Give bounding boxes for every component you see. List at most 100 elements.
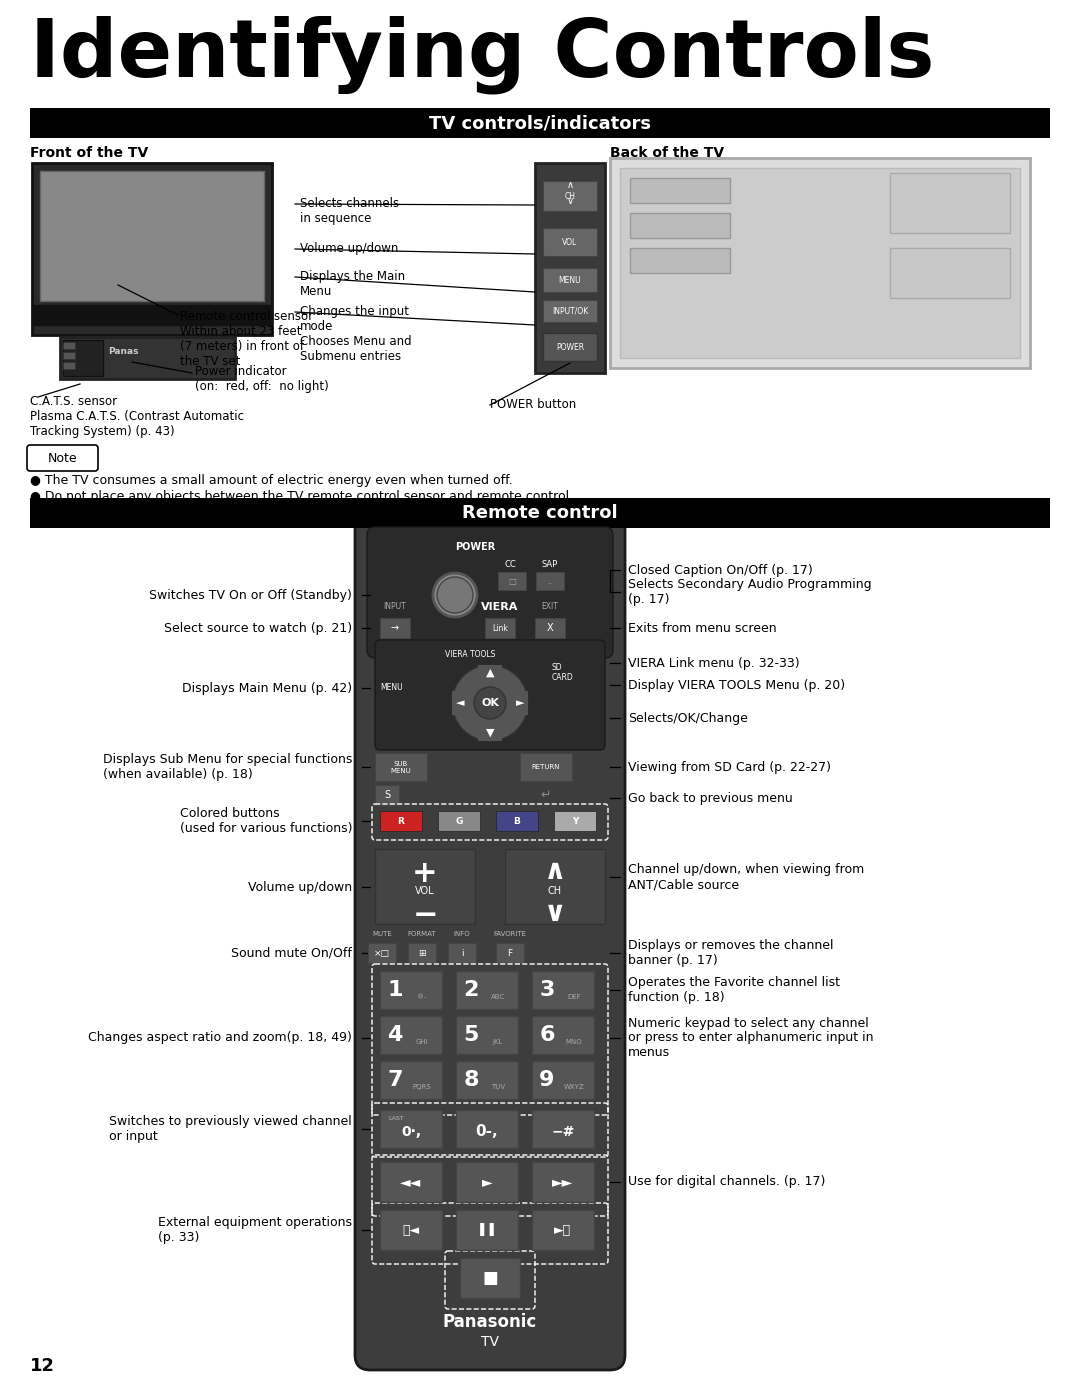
Text: Changes the input
mode
Chooses Menu and
Submenu entries: Changes the input mode Chooses Menu and … bbox=[300, 305, 411, 364]
Bar bbox=[532, 1110, 594, 1148]
Text: CH: CH bbox=[565, 192, 576, 200]
Bar bbox=[438, 811, 480, 831]
Text: X: X bbox=[546, 623, 553, 633]
Text: S: S bbox=[383, 790, 390, 799]
Bar bbox=[519, 754, 572, 781]
FancyBboxPatch shape bbox=[27, 446, 98, 471]
Text: 9: 9 bbox=[539, 1070, 555, 1090]
Bar bbox=[543, 180, 597, 211]
Bar bbox=[610, 158, 1030, 368]
Circle shape bbox=[160, 314, 162, 316]
Text: OK: OK bbox=[481, 698, 499, 708]
Text: Colored buttons
(used for various functions): Colored buttons (used for various functi… bbox=[179, 806, 352, 836]
Text: Selects/OK/Change: Selects/OK/Change bbox=[627, 712, 747, 725]
Bar bbox=[543, 300, 597, 322]
Bar bbox=[543, 228, 597, 255]
Circle shape bbox=[141, 314, 145, 316]
Text: Displays or removes the channel
banner (p. 17): Displays or removes the channel banner (… bbox=[627, 940, 834, 967]
Text: 0-,: 0-, bbox=[475, 1124, 498, 1140]
Text: ∧: ∧ bbox=[543, 856, 566, 886]
Bar bbox=[380, 1016, 442, 1053]
Circle shape bbox=[165, 314, 168, 316]
Text: 3: 3 bbox=[539, 980, 555, 999]
Bar bbox=[543, 268, 597, 291]
Text: →: → bbox=[391, 623, 400, 633]
Bar bbox=[33, 305, 270, 325]
Text: Back of the TV: Back of the TV bbox=[610, 146, 724, 160]
Bar bbox=[60, 337, 235, 379]
Text: SUB
MENU: SUB MENU bbox=[391, 761, 411, 773]
Text: G: G bbox=[456, 816, 462, 826]
Text: Y: Y bbox=[571, 816, 578, 826]
Bar bbox=[30, 108, 1050, 137]
Text: R: R bbox=[397, 816, 404, 826]
Text: i: i bbox=[461, 948, 463, 958]
Text: TUV: TUV bbox=[491, 1084, 505, 1090]
Text: ®-: ®- bbox=[417, 994, 427, 999]
Text: ∨: ∨ bbox=[566, 196, 573, 205]
Text: ❚❚: ❚❚ bbox=[476, 1223, 498, 1237]
Text: MUTE: MUTE bbox=[373, 931, 392, 937]
Text: ►: ► bbox=[482, 1176, 492, 1190]
Text: Numeric keypad to select any channel
or press to enter alphanumeric input in
men: Numeric keypad to select any channel or … bbox=[627, 1016, 874, 1059]
Bar bbox=[478, 665, 502, 741]
Text: Sound mute On/Off: Sound mute On/Off bbox=[231, 947, 352, 959]
Bar bbox=[532, 1162, 594, 1202]
Text: Panas: Panas bbox=[108, 347, 138, 355]
Text: External equipment operations
(p. 33): External equipment operations (p. 33) bbox=[158, 1216, 352, 1244]
Bar bbox=[532, 1060, 594, 1099]
Bar bbox=[543, 333, 597, 361]
Bar bbox=[456, 1016, 518, 1053]
Text: 2: 2 bbox=[463, 980, 478, 999]
Text: 8: 8 bbox=[463, 1070, 478, 1090]
Circle shape bbox=[910, 293, 930, 314]
Bar bbox=[620, 168, 1020, 358]
Bar bbox=[32, 162, 272, 335]
Text: Operates the Favorite channel list
function (p. 18): Operates the Favorite channel list funct… bbox=[627, 976, 840, 1004]
Text: ∨: ∨ bbox=[543, 899, 566, 927]
Text: Note: Note bbox=[49, 451, 78, 465]
Text: Front of the TV: Front of the TV bbox=[30, 146, 148, 160]
Text: Link: Link bbox=[492, 623, 508, 633]
Text: WXYZ: WXYZ bbox=[564, 1084, 584, 1090]
Circle shape bbox=[960, 293, 980, 314]
Text: SAP: SAP bbox=[542, 559, 558, 569]
Text: ABC: ABC bbox=[491, 994, 505, 999]
Bar bbox=[535, 618, 565, 638]
Bar bbox=[63, 340, 103, 376]
Text: Panasonic: Panasonic bbox=[443, 1313, 537, 1331]
Text: ■: ■ bbox=[482, 1269, 498, 1287]
Bar bbox=[30, 498, 1050, 527]
Text: JKL: JKL bbox=[492, 1040, 503, 1045]
Text: 12: 12 bbox=[30, 1357, 55, 1376]
Text: Changes aspect ratio and zoom(p. 18, 49): Changes aspect ratio and zoom(p. 18, 49) bbox=[89, 1031, 352, 1045]
Text: TV: TV bbox=[481, 1335, 499, 1349]
Circle shape bbox=[153, 314, 157, 316]
Text: ►►: ►► bbox=[552, 1176, 573, 1190]
Bar bbox=[456, 1110, 518, 1148]
Text: B: B bbox=[514, 816, 521, 826]
Circle shape bbox=[810, 237, 850, 278]
Bar bbox=[375, 754, 427, 781]
Bar bbox=[456, 1210, 518, 1251]
Text: Volume up/down: Volume up/down bbox=[248, 880, 352, 894]
Text: Closed Caption On/Off (p. 17): Closed Caption On/Off (p. 17) bbox=[627, 564, 813, 576]
Text: ⧖◄: ⧖◄ bbox=[403, 1223, 419, 1237]
Bar bbox=[63, 362, 75, 369]
Bar bbox=[532, 1210, 594, 1251]
Text: Select source to watch (p. 21): Select source to watch (p. 21) bbox=[164, 622, 352, 634]
Bar bbox=[456, 1060, 518, 1099]
Text: Viewing from SD Card (p. 22-27): Viewing from SD Card (p. 22-27) bbox=[627, 761, 831, 773]
Text: ►⧗: ►⧗ bbox=[554, 1223, 571, 1237]
Bar bbox=[380, 811, 422, 831]
Text: Remote control sensor
Within about 23 feet
(7 meters) in front of
the TV set: Remote control sensor Within about 23 fe… bbox=[180, 310, 313, 368]
Bar bbox=[375, 849, 475, 924]
Text: 5: 5 bbox=[463, 1024, 478, 1045]
Text: MENU: MENU bbox=[380, 683, 403, 693]
Text: EXIT: EXIT bbox=[541, 602, 558, 611]
Text: Power indicator
(on:  red, off:  no light): Power indicator (on: red, off: no light) bbox=[195, 365, 328, 393]
Bar bbox=[536, 572, 564, 590]
Text: INPUT/OK: INPUT/OK bbox=[552, 307, 589, 315]
Text: CC: CC bbox=[504, 559, 516, 569]
Bar bbox=[408, 942, 436, 963]
